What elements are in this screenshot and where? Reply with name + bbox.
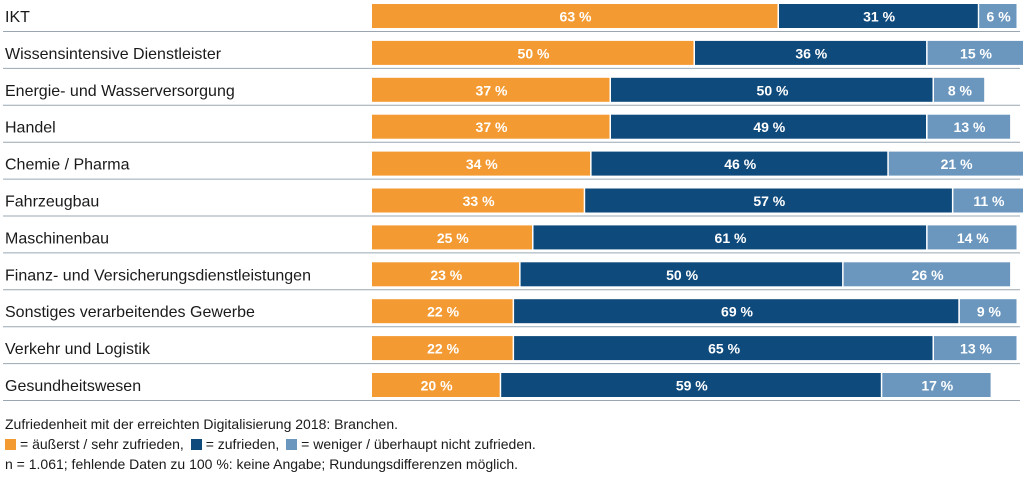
bar-segment-satisfied bbox=[611, 114, 926, 139]
bar-segment-very-satisfied bbox=[372, 151, 591, 176]
bar-segment-satisfied bbox=[695, 40, 927, 65]
data-label: 23 % bbox=[430, 267, 462, 283]
chart-title: Zufriedenheit mit der erreichten Digital… bbox=[5, 416, 398, 432]
bar-segment-very-satisfied bbox=[372, 40, 694, 65]
data-label: 13 % bbox=[954, 119, 986, 135]
data-label: 25 % bbox=[437, 230, 469, 246]
data-label: 22 % bbox=[427, 304, 459, 320]
bar-segment-less-satisfied bbox=[959, 299, 1017, 324]
legend-label-less-satisfied: = weniger / überhaupt nicht zufrieden. bbox=[301, 436, 536, 452]
bar-segment-less-satisfied bbox=[934, 336, 1017, 361]
stacked-bar-chart: IKT 63 % 31 % 6 % Wissensintensive Dienstlei… bbox=[3, 4, 1023, 401]
data-label: 37 % bbox=[476, 119, 508, 135]
bar-segment-satisfied bbox=[779, 4, 978, 28]
data-label: 33 % bbox=[463, 193, 495, 209]
category-label: Handel bbox=[5, 120, 56, 137]
bar-segment-satisfied bbox=[585, 188, 952, 213]
bar-segment-satisfied bbox=[514, 336, 933, 361]
category-label: IKT bbox=[5, 9, 30, 26]
category-label: Verkehr und Logistik bbox=[5, 341, 151, 358]
legend-swatch-light-blue bbox=[286, 439, 298, 450]
bar-segment-satisfied bbox=[514, 299, 959, 324]
bar-segment-less-satisfied bbox=[882, 373, 991, 397]
data-label: 61 % bbox=[715, 230, 747, 246]
bar-segment-satisfied bbox=[520, 262, 843, 287]
data-label: 8 % bbox=[948, 82, 973, 98]
data-label: 20 % bbox=[421, 378, 453, 394]
data-label: 13 % bbox=[960, 341, 992, 357]
legend-swatch-orange bbox=[5, 439, 16, 450]
data-label: 50 % bbox=[757, 82, 789, 98]
bar-segment-very-satisfied bbox=[372, 373, 500, 397]
legend: = äußerst / sehr zufrieden, = zufrieden,… bbox=[5, 435, 539, 454]
bar-segment-less-satisfied bbox=[927, 114, 1011, 139]
data-label: 59 % bbox=[676, 378, 708, 394]
bar-segment-less-satisfied bbox=[843, 262, 1011, 287]
category-label: Gesundheitswesen bbox=[5, 378, 141, 395]
bar-segment-less-satisfied bbox=[927, 40, 1023, 65]
data-label: 37 % bbox=[476, 82, 508, 98]
bar-segment-less-satisfied bbox=[927, 225, 1017, 250]
category-label: Wissensintensive Dienstleister bbox=[5, 46, 222, 63]
bar-segment-satisfied bbox=[501, 373, 881, 397]
data-label: 36 % bbox=[795, 45, 827, 61]
data-label: 57 % bbox=[753, 193, 785, 209]
bar-segment-very-satisfied bbox=[372, 188, 584, 213]
data-label: 69 % bbox=[721, 304, 753, 320]
data-label: 31 % bbox=[863, 9, 895, 25]
legend-swatch-dark-blue bbox=[190, 439, 202, 450]
data-label: 6 % bbox=[987, 9, 1012, 25]
bar-segment-satisfied bbox=[591, 151, 888, 176]
data-label: 17 % bbox=[921, 378, 953, 394]
data-label: 50 % bbox=[666, 267, 698, 283]
category-label: Finanz- und Versicherungsdienstleistunge… bbox=[5, 267, 311, 284]
bar-segment-satisfied bbox=[533, 225, 927, 250]
legend-label-satisfied: = zufrieden, bbox=[205, 436, 280, 452]
data-label: 21 % bbox=[941, 156, 973, 172]
data-label: 26 % bbox=[912, 267, 944, 283]
data-label: 49 % bbox=[753, 119, 785, 135]
category-label: Chemie / Pharma bbox=[5, 157, 130, 174]
chart-note: n = 1.061; fehlende Daten zu 100 %: kein… bbox=[5, 456, 519, 472]
bar-segment-very-satisfied bbox=[372, 4, 778, 28]
data-label: 63 % bbox=[560, 9, 592, 25]
bar-segment-satisfied bbox=[611, 77, 933, 102]
data-label: 11 % bbox=[973, 193, 1005, 209]
category-label: Maschinenbau bbox=[5, 230, 109, 247]
category-label: Sonstiges verarbeitendes Gewerbe bbox=[5, 304, 255, 321]
data-label: 50 % bbox=[518, 45, 550, 61]
data-label: 22 % bbox=[427, 341, 459, 357]
bar-segment-less-satisfied bbox=[934, 77, 985, 102]
data-label: 15 % bbox=[960, 45, 992, 61]
bar-segment-very-satisfied bbox=[372, 262, 520, 287]
bar-segment-very-satisfied bbox=[372, 77, 610, 102]
bar-segment-very-satisfied bbox=[372, 114, 610, 139]
bar-segment-less-satisfied bbox=[953, 188, 1023, 213]
data-label: 46 % bbox=[724, 156, 756, 172]
bar-segment-very-satisfied bbox=[372, 336, 513, 361]
data-label: 65 % bbox=[708, 341, 740, 357]
bar-segment-very-satisfied bbox=[372, 299, 513, 324]
data-label: 34 % bbox=[466, 156, 498, 172]
bar-segment-less-satisfied bbox=[888, 151, 1023, 176]
bar-segment-very-satisfied bbox=[372, 225, 532, 250]
category-label: Fahrzeugbau bbox=[5, 194, 99, 211]
bar-segment-less-satisfied bbox=[979, 4, 1017, 28]
data-label: 14 % bbox=[957, 230, 989, 246]
data-label: 9 % bbox=[977, 304, 1002, 320]
legend-label-very-satisfied: = äußerst / sehr zufrieden, bbox=[20, 436, 184, 452]
category-label: Energie- und Wasserversorgung bbox=[5, 83, 235, 100]
